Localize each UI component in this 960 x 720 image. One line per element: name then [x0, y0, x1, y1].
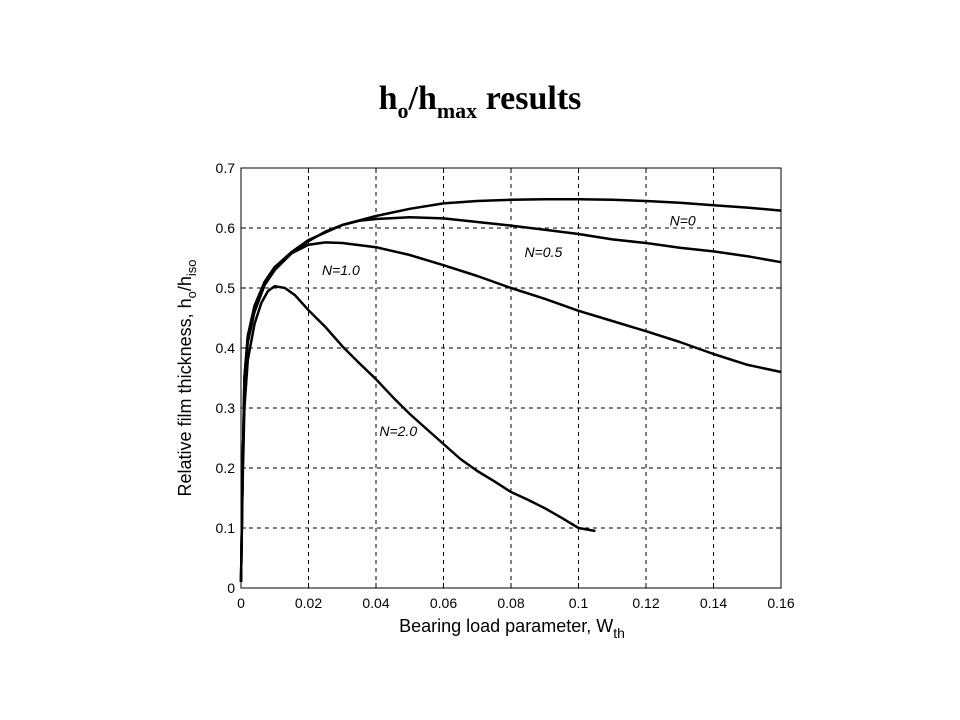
x-tick-label: 0.06: [430, 595, 457, 611]
y-axis-label-sub-iso: iso: [184, 260, 199, 277]
x-tick-label: 0.16: [767, 595, 794, 611]
y-axis-label-sub-o: o: [184, 291, 199, 298]
title-sub-o: o: [397, 98, 409, 123]
x-tick-label: 0.04: [362, 595, 389, 611]
x-tick-label: 0.08: [497, 595, 524, 611]
title-sub-max: max: [436, 98, 478, 123]
x-tick-label: 0.02: [295, 595, 322, 611]
curve-labels: N=0 N=0.5 N=1.0 N=2.0: [322, 213, 696, 440]
x-tick-label: 0: [237, 595, 245, 611]
x-axis-label: Bearing load parameter, Wth: [399, 616, 625, 641]
title-rest: results: [477, 80, 582, 117]
series-line-n-2-0: [239, 284, 596, 583]
y-tick-label: 0.3: [216, 400, 236, 416]
curve-label-n-1-0: N=1.0: [322, 262, 360, 278]
x-axis-label-text: Bearing load parameter, W: [399, 616, 613, 636]
y-tick-label: 0.1: [216, 520, 236, 536]
axis-ticks: 0 0.02 0.04 0.06 0.08 0.1 0.12 0.14 0.16 0 0.1 0.2 0…: [216, 160, 795, 611]
title-h: h: [378, 80, 398, 117]
y-axis-label-mid: /h: [175, 276, 195, 291]
y-axis-label: Relative film thickness, ho/hiso: [175, 260, 199, 497]
curve-label-n-0: N=0: [670, 213, 696, 229]
y-axis-label-text: Relative film thickness, h: [175, 298, 195, 496]
y-tick-label: 0.5: [216, 280, 236, 296]
y-tick-label: 0.2: [216, 460, 236, 476]
page-title: ho/hmax results: [0, 80, 960, 124]
grid-lines: [241, 168, 781, 588]
series-line-n-0-5: [239, 215, 782, 583]
y-tick-label: 0.6: [216, 220, 236, 236]
y-tick-label: 0: [227, 580, 235, 596]
x-axis-label-sub: th: [613, 625, 625, 641]
series-lines: [239, 197, 782, 583]
curve-label-n-0-5: N=0.5: [525, 244, 563, 260]
y-tick-label: 0.7: [216, 160, 236, 176]
title-slash-h: /h: [408, 80, 437, 117]
y-tick-label: 0.4: [216, 340, 236, 356]
x-tick-label: 0.14: [700, 595, 727, 611]
x-tick-label: 0.12: [632, 595, 659, 611]
x-tick-label: 0.1: [569, 595, 589, 611]
series-line-n-1-0: [239, 241, 782, 583]
curve-label-n-2-0: N=2.0: [379, 423, 417, 439]
